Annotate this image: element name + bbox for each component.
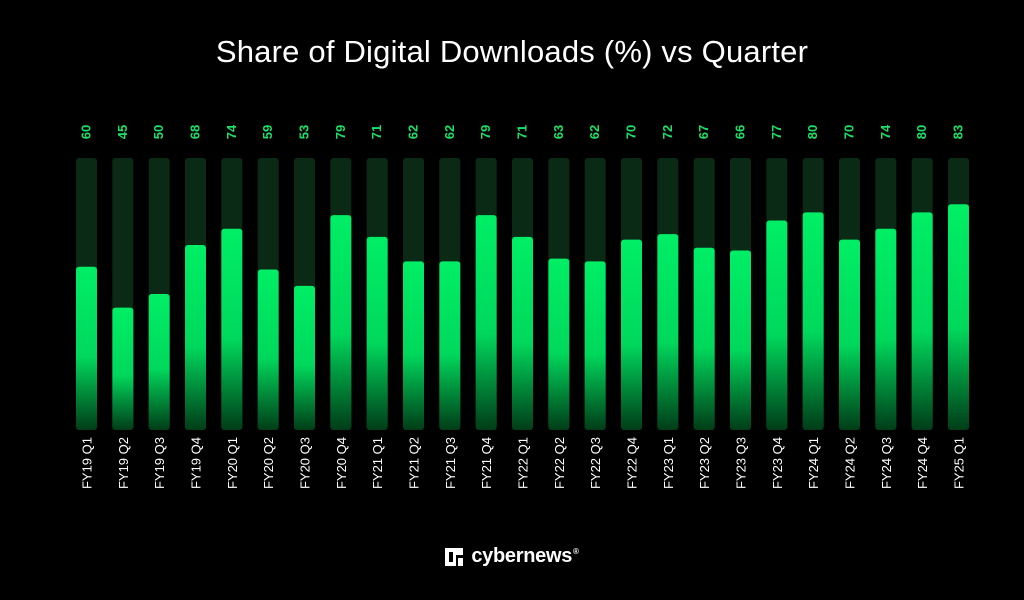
x-tick-label: FY25 Q1 — [952, 437, 967, 489]
cybernews-logo-icon — [445, 547, 464, 566]
bar — [948, 204, 969, 430]
x-tick-label: FY19 Q2 — [116, 437, 131, 489]
bar-value-label: 71 — [515, 125, 530, 139]
x-tick-label: FY24 Q2 — [843, 437, 858, 489]
bar — [875, 228, 897, 430]
x-tick-label: FY23 Q4 — [770, 437, 785, 489]
x-tick-label: FY24 Q3 — [879, 437, 894, 489]
bar-value-label: 74 — [224, 124, 239, 139]
bar — [185, 245, 206, 430]
bar — [112, 307, 134, 430]
x-tick-label: FY21 Q3 — [443, 437, 458, 489]
bar — [911, 212, 933, 430]
bar-value-label: 59 — [260, 125, 275, 139]
bar-value-label: 77 — [769, 125, 784, 139]
brand-logo: cybernews® — [0, 545, 1024, 568]
x-tick-label: FY21 Q2 — [407, 437, 422, 489]
bar — [366, 236, 388, 430]
bar-value-label: 68 — [188, 125, 203, 139]
x-tick-label: FY23 Q2 — [697, 437, 712, 489]
bars — [76, 204, 969, 430]
x-tick-label: FY22 Q1 — [516, 437, 531, 489]
bar — [693, 247, 715, 430]
bar — [294, 285, 315, 430]
x-tick-label: FY22 Q4 — [625, 437, 640, 489]
x-tick-label: FY22 Q3 — [588, 437, 603, 489]
bar — [148, 294, 170, 430]
bar — [439, 261, 461, 430]
value-labels: 60 45 50 68 74 59 53 79 71 62 62 79 71 63 62 70 72 67 66 77… — [79, 124, 966, 139]
x-tick-label: FY21 Q4 — [479, 437, 494, 489]
bar — [257, 269, 279, 430]
x-tick-label: FY23 Q3 — [734, 437, 749, 489]
bar — [548, 258, 570, 430]
x-tick-label: FY24 Q1 — [806, 437, 821, 489]
bar-value-label: 45 — [115, 125, 130, 139]
x-tick-label: FY20 Q2 — [261, 437, 276, 489]
x-tick-label: FY19 Q4 — [189, 437, 204, 489]
bar — [657, 234, 679, 430]
x-tick-label: FY20 Q3 — [298, 437, 313, 489]
bar — [221, 228, 243, 430]
bar — [839, 239, 860, 430]
bar — [766, 220, 788, 430]
bar — [802, 212, 824, 430]
bar-value-label: 62 — [442, 125, 457, 139]
bar-value-label: 74 — [878, 124, 893, 139]
x-tick-label: FY20 Q4 — [334, 437, 349, 489]
bar-value-label: 70 — [624, 125, 639, 139]
x-tick-label: FY20 Q1 — [225, 437, 240, 489]
x-tick-labels: FY19 Q1 FY19 Q2 FY19 Q3 FY19 Q4 FY20 Q1 FY20 … — [80, 437, 967, 489]
bar — [403, 261, 424, 430]
x-tick-label: FY19 Q3 — [152, 437, 167, 489]
bar — [621, 239, 642, 430]
bar-value-label: 80 — [805, 125, 820, 139]
bar — [584, 261, 606, 430]
bar-value-label: 63 — [551, 125, 566, 139]
brand-name: cybernews® — [471, 545, 579, 567]
chart-title: Share of Digital Downloads (%) vs Quarte… — [215, 34, 809, 69]
x-tick-label: FY24 Q4 — [915, 437, 930, 489]
bar-value-label: 53 — [297, 125, 312, 139]
bar-value-label: 62 — [406, 125, 421, 139]
x-tick-label: FY19 Q1 — [80, 437, 95, 489]
bar-value-label: 79 — [333, 125, 348, 139]
bar-value-label: 80 — [914, 125, 929, 139]
registered-mark: ® — [573, 547, 579, 557]
bar-value-label: 72 — [660, 125, 675, 139]
bar-value-label: 83 — [951, 125, 966, 139]
bar — [330, 215, 352, 430]
bar-value-label: 60 — [79, 125, 94, 139]
bar — [76, 266, 97, 430]
bar-value-label: 62 — [587, 125, 602, 139]
bar — [475, 215, 497, 430]
bar-value-label: 50 — [151, 125, 166, 139]
bar-value-label: 70 — [842, 125, 857, 139]
x-tick-label: FY21 Q1 — [370, 437, 385, 489]
bar — [730, 250, 751, 430]
bar-value-label: 67 — [696, 125, 711, 139]
x-tick-label: FY22 Q2 — [552, 437, 567, 489]
bar-value-label: 79 — [478, 125, 493, 139]
bar — [512, 236, 533, 430]
x-tick-label: FY23 Q1 — [661, 437, 676, 489]
bar-value-label: 71 — [369, 125, 384, 139]
bar-value-label: 66 — [733, 125, 748, 139]
